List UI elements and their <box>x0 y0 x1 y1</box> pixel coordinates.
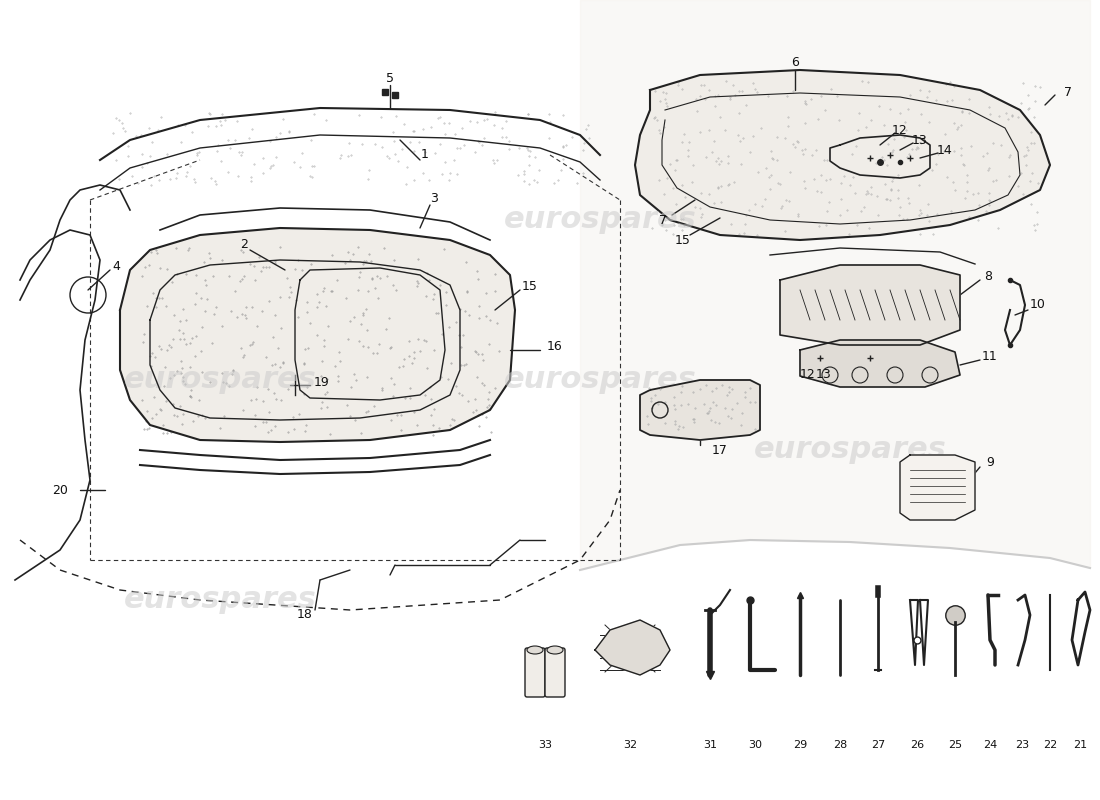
Text: 12: 12 <box>800 367 816 381</box>
Text: 23: 23 <box>1015 740 1030 750</box>
Text: 3: 3 <box>430 193 438 206</box>
Text: 19: 19 <box>315 375 330 389</box>
Text: 5: 5 <box>386 73 394 86</box>
Ellipse shape <box>547 646 563 654</box>
Text: 10: 10 <box>1030 298 1046 311</box>
Text: eurospares: eurospares <box>123 366 317 394</box>
Text: 15: 15 <box>522 279 538 293</box>
Text: 21: 21 <box>1072 740 1087 750</box>
Text: 2: 2 <box>240 238 248 250</box>
Text: 22: 22 <box>1043 740 1057 750</box>
Text: eurospares: eurospares <box>504 206 696 234</box>
Text: eurospares: eurospares <box>123 586 317 614</box>
Text: 14: 14 <box>937 143 953 157</box>
Text: 13: 13 <box>912 134 928 146</box>
FancyBboxPatch shape <box>525 648 544 697</box>
Text: 24: 24 <box>983 740 997 750</box>
Text: 25: 25 <box>948 740 962 750</box>
Text: 32: 32 <box>623 740 637 750</box>
Polygon shape <box>120 228 515 442</box>
Text: 28: 28 <box>833 740 847 750</box>
Text: 27: 27 <box>871 740 886 750</box>
FancyBboxPatch shape <box>544 648 565 697</box>
Text: eurospares: eurospares <box>754 435 946 465</box>
Text: 7: 7 <box>1064 86 1072 98</box>
Text: 20: 20 <box>52 483 68 497</box>
Polygon shape <box>800 340 960 387</box>
Ellipse shape <box>527 646 543 654</box>
Polygon shape <box>900 455 975 520</box>
Text: 7: 7 <box>659 214 667 226</box>
Text: 1: 1 <box>421 149 429 162</box>
Text: 8: 8 <box>984 270 992 282</box>
Polygon shape <box>595 620 670 675</box>
Text: 9: 9 <box>986 455 994 469</box>
Text: 18: 18 <box>297 609 312 622</box>
Text: 13: 13 <box>816 367 832 381</box>
Text: 30: 30 <box>748 740 762 750</box>
Text: 12: 12 <box>892 123 907 137</box>
Polygon shape <box>635 70 1050 240</box>
Text: 17: 17 <box>712 443 728 457</box>
Polygon shape <box>780 265 960 345</box>
Text: 4: 4 <box>112 259 120 273</box>
Text: 11: 11 <box>982 350 998 363</box>
Text: 16: 16 <box>547 341 563 354</box>
Text: 31: 31 <box>703 740 717 750</box>
Text: 33: 33 <box>538 740 552 750</box>
Text: eurospares: eurospares <box>504 366 696 394</box>
Text: 15: 15 <box>675 234 691 246</box>
Polygon shape <box>640 380 760 440</box>
Text: 26: 26 <box>910 740 924 750</box>
Text: 29: 29 <box>793 740 807 750</box>
Text: 6: 6 <box>791 55 799 69</box>
